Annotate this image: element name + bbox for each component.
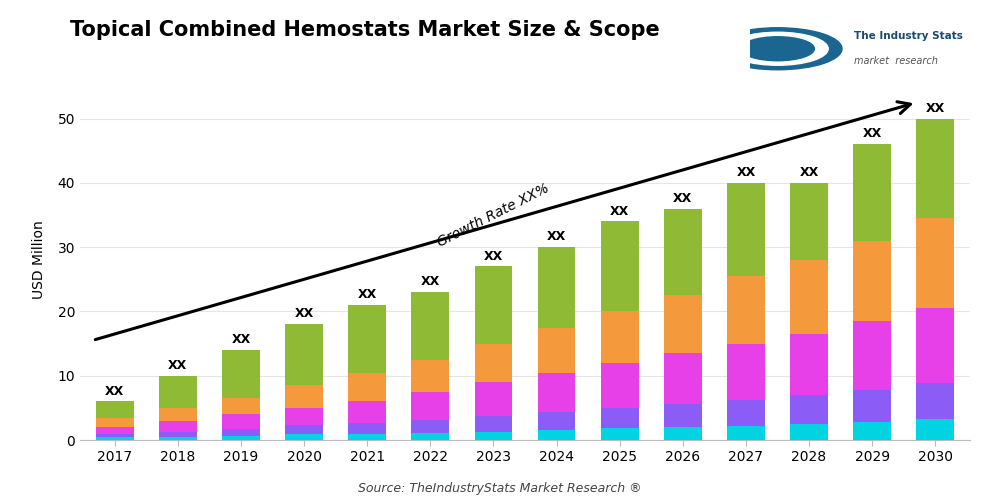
Bar bbox=[790, 260, 828, 334]
Bar bbox=[348, 402, 386, 422]
Bar bbox=[475, 266, 512, 344]
Text: XX: XX bbox=[421, 276, 440, 288]
Bar bbox=[853, 144, 891, 240]
Bar bbox=[96, 418, 134, 427]
Text: XX: XX bbox=[294, 308, 314, 320]
Bar bbox=[411, 360, 449, 392]
Bar bbox=[727, 276, 765, 344]
Bar bbox=[664, 208, 702, 296]
Bar bbox=[348, 305, 386, 372]
Bar bbox=[727, 426, 765, 440]
Bar bbox=[664, 296, 702, 353]
Text: XX: XX bbox=[231, 333, 251, 346]
Bar bbox=[664, 353, 702, 404]
Text: XX: XX bbox=[863, 128, 882, 140]
Bar bbox=[475, 416, 512, 432]
Text: XX: XX bbox=[484, 250, 503, 262]
Bar bbox=[222, 398, 260, 414]
Bar bbox=[285, 324, 323, 386]
Bar bbox=[411, 292, 449, 360]
Bar bbox=[159, 437, 197, 440]
Text: XX: XX bbox=[358, 288, 377, 301]
Bar bbox=[916, 308, 954, 384]
Bar bbox=[538, 328, 575, 372]
Bar bbox=[159, 420, 197, 432]
Circle shape bbox=[713, 28, 842, 70]
Text: XX: XX bbox=[799, 166, 819, 179]
Bar bbox=[916, 384, 954, 420]
Bar bbox=[475, 344, 512, 382]
Text: market  research: market research bbox=[854, 56, 937, 66]
Bar bbox=[727, 183, 765, 276]
Text: XX: XX bbox=[105, 384, 124, 398]
Bar bbox=[411, 433, 449, 440]
Bar bbox=[411, 420, 449, 433]
Text: Growth Rate XX%: Growth Rate XX% bbox=[435, 180, 552, 250]
Bar bbox=[475, 432, 512, 440]
Bar bbox=[285, 434, 323, 440]
Bar bbox=[411, 392, 449, 420]
Bar bbox=[664, 427, 702, 440]
Bar bbox=[601, 408, 639, 428]
Bar bbox=[853, 390, 891, 422]
Bar bbox=[601, 363, 639, 408]
Circle shape bbox=[727, 32, 828, 65]
Circle shape bbox=[741, 37, 814, 60]
Bar bbox=[853, 240, 891, 321]
Bar bbox=[790, 395, 828, 424]
Bar bbox=[159, 376, 197, 408]
Text: XX: XX bbox=[673, 192, 692, 204]
Bar bbox=[853, 422, 891, 440]
Bar bbox=[538, 430, 575, 440]
Bar bbox=[222, 414, 260, 429]
Bar bbox=[222, 436, 260, 440]
Text: XX: XX bbox=[168, 359, 187, 372]
Bar bbox=[853, 321, 891, 390]
Text: The Industry Stats: The Industry Stats bbox=[854, 31, 962, 41]
Bar bbox=[475, 382, 512, 416]
Text: XX: XX bbox=[736, 166, 756, 179]
Bar bbox=[601, 312, 639, 363]
Bar bbox=[222, 350, 260, 398]
Bar bbox=[159, 432, 197, 437]
Text: XX: XX bbox=[926, 102, 945, 114]
Bar bbox=[916, 118, 954, 218]
Bar bbox=[790, 334, 828, 395]
Text: Source: TheIndustryStats Market Research ®: Source: TheIndustryStats Market Research… bbox=[358, 482, 642, 495]
Bar bbox=[664, 404, 702, 427]
Bar bbox=[285, 386, 323, 408]
Bar bbox=[727, 344, 765, 400]
Bar bbox=[222, 429, 260, 436]
Bar bbox=[348, 422, 386, 434]
Bar bbox=[538, 412, 575, 430]
Bar bbox=[285, 425, 323, 434]
Bar bbox=[790, 424, 828, 440]
Bar bbox=[916, 218, 954, 308]
Text: XX: XX bbox=[610, 204, 629, 218]
Bar bbox=[348, 434, 386, 440]
Bar bbox=[159, 408, 197, 420]
Bar bbox=[790, 183, 828, 260]
Bar bbox=[96, 438, 134, 440]
Bar bbox=[96, 434, 134, 438]
Text: Topical Combined Hemostats Market Size & Scope: Topical Combined Hemostats Market Size &… bbox=[70, 20, 660, 40]
Bar bbox=[601, 428, 639, 440]
Bar bbox=[916, 420, 954, 440]
Bar bbox=[538, 247, 575, 328]
Bar bbox=[348, 372, 386, 402]
Bar bbox=[285, 408, 323, 425]
Bar bbox=[601, 222, 639, 312]
Text: XX: XX bbox=[547, 230, 566, 243]
Bar bbox=[727, 400, 765, 426]
Bar bbox=[96, 402, 134, 417]
Bar bbox=[538, 372, 575, 412]
Y-axis label: USD Million: USD Million bbox=[32, 220, 46, 300]
Bar bbox=[96, 427, 134, 434]
